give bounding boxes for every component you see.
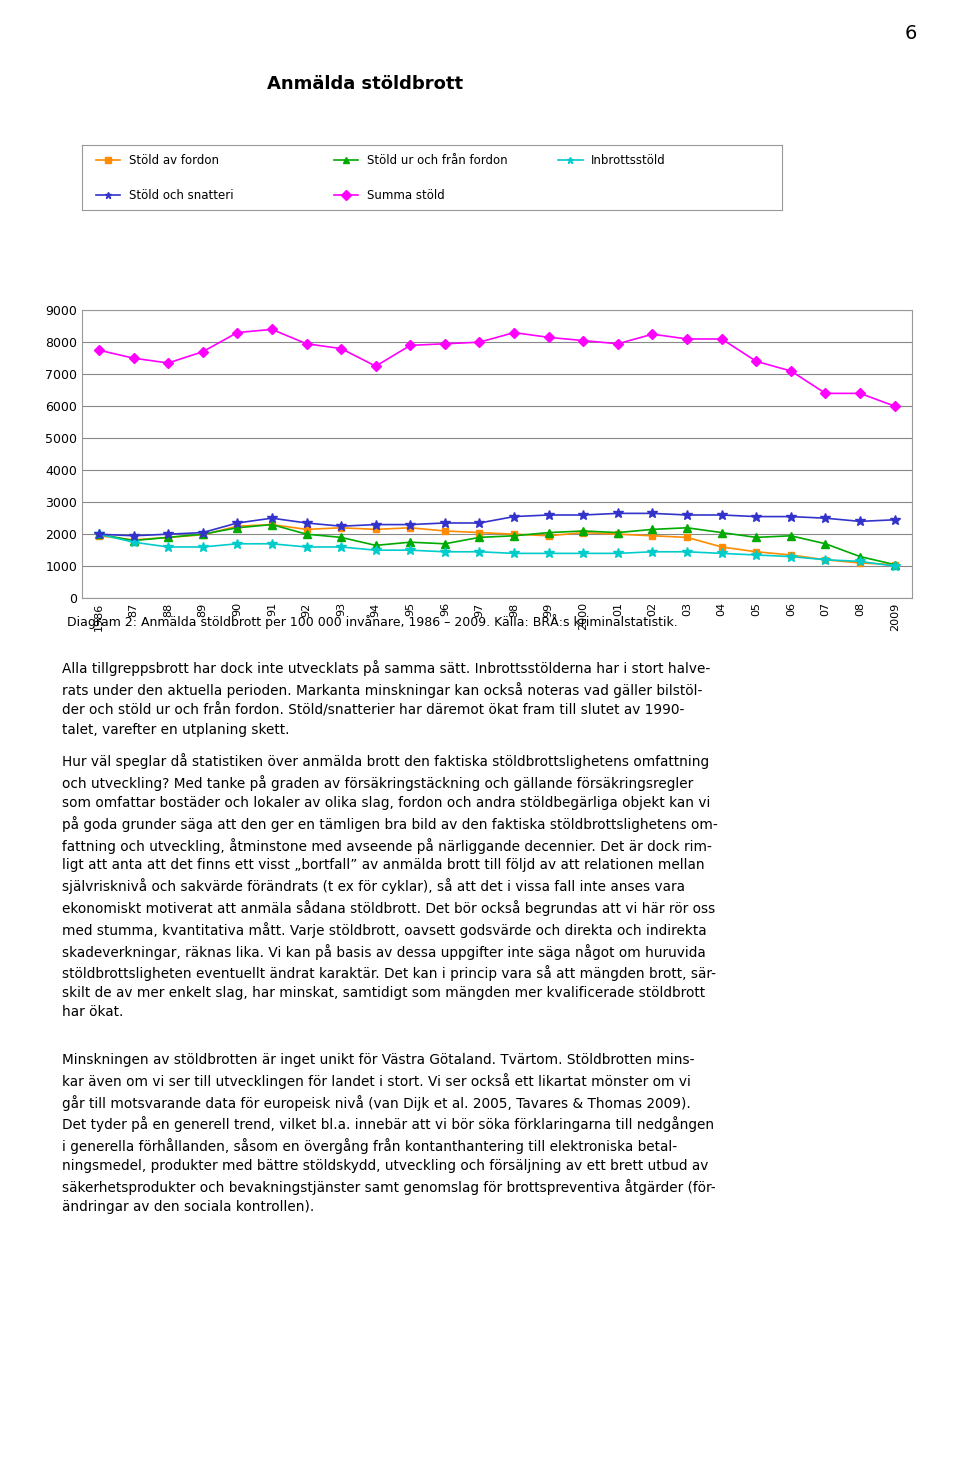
Text: 6: 6 — [904, 24, 917, 43]
Text: Hur väl speglar då statistiken över anmälda brott den faktiska stöldbrottslighet: Hur väl speglar då statistiken över anmä… — [62, 753, 718, 1019]
Text: Anmälda stöldbrott: Anmälda stöldbrott — [267, 75, 463, 93]
Text: Stöld av fordon: Stöld av fordon — [129, 154, 219, 167]
Text: Diagram 2: Anmälda stöldbrott per 100 000 invånare, 1986 – 2009. Källa: BRÅ:s kr: Diagram 2: Anmälda stöldbrott per 100 00… — [67, 614, 678, 629]
Text: Inbrottsstöld: Inbrottsstöld — [591, 154, 666, 167]
Text: Alla tillgreppsbrott har dock inte utvecklats på samma sätt. Inbrottsstölderna h: Alla tillgreppsbrott har dock inte utvec… — [62, 660, 710, 737]
Text: Minskningen av stöldbrotten är inget unikt för Västra Götaland. Tvärtom. Stöldbr: Minskningen av stöldbrotten är inget uni… — [62, 1053, 716, 1214]
Text: Stöld och snatteri: Stöld och snatteri — [129, 189, 233, 202]
Text: Stöld ur och från fordon: Stöld ur och från fordon — [367, 154, 508, 167]
Text: Summa stöld: Summa stöld — [367, 189, 444, 202]
